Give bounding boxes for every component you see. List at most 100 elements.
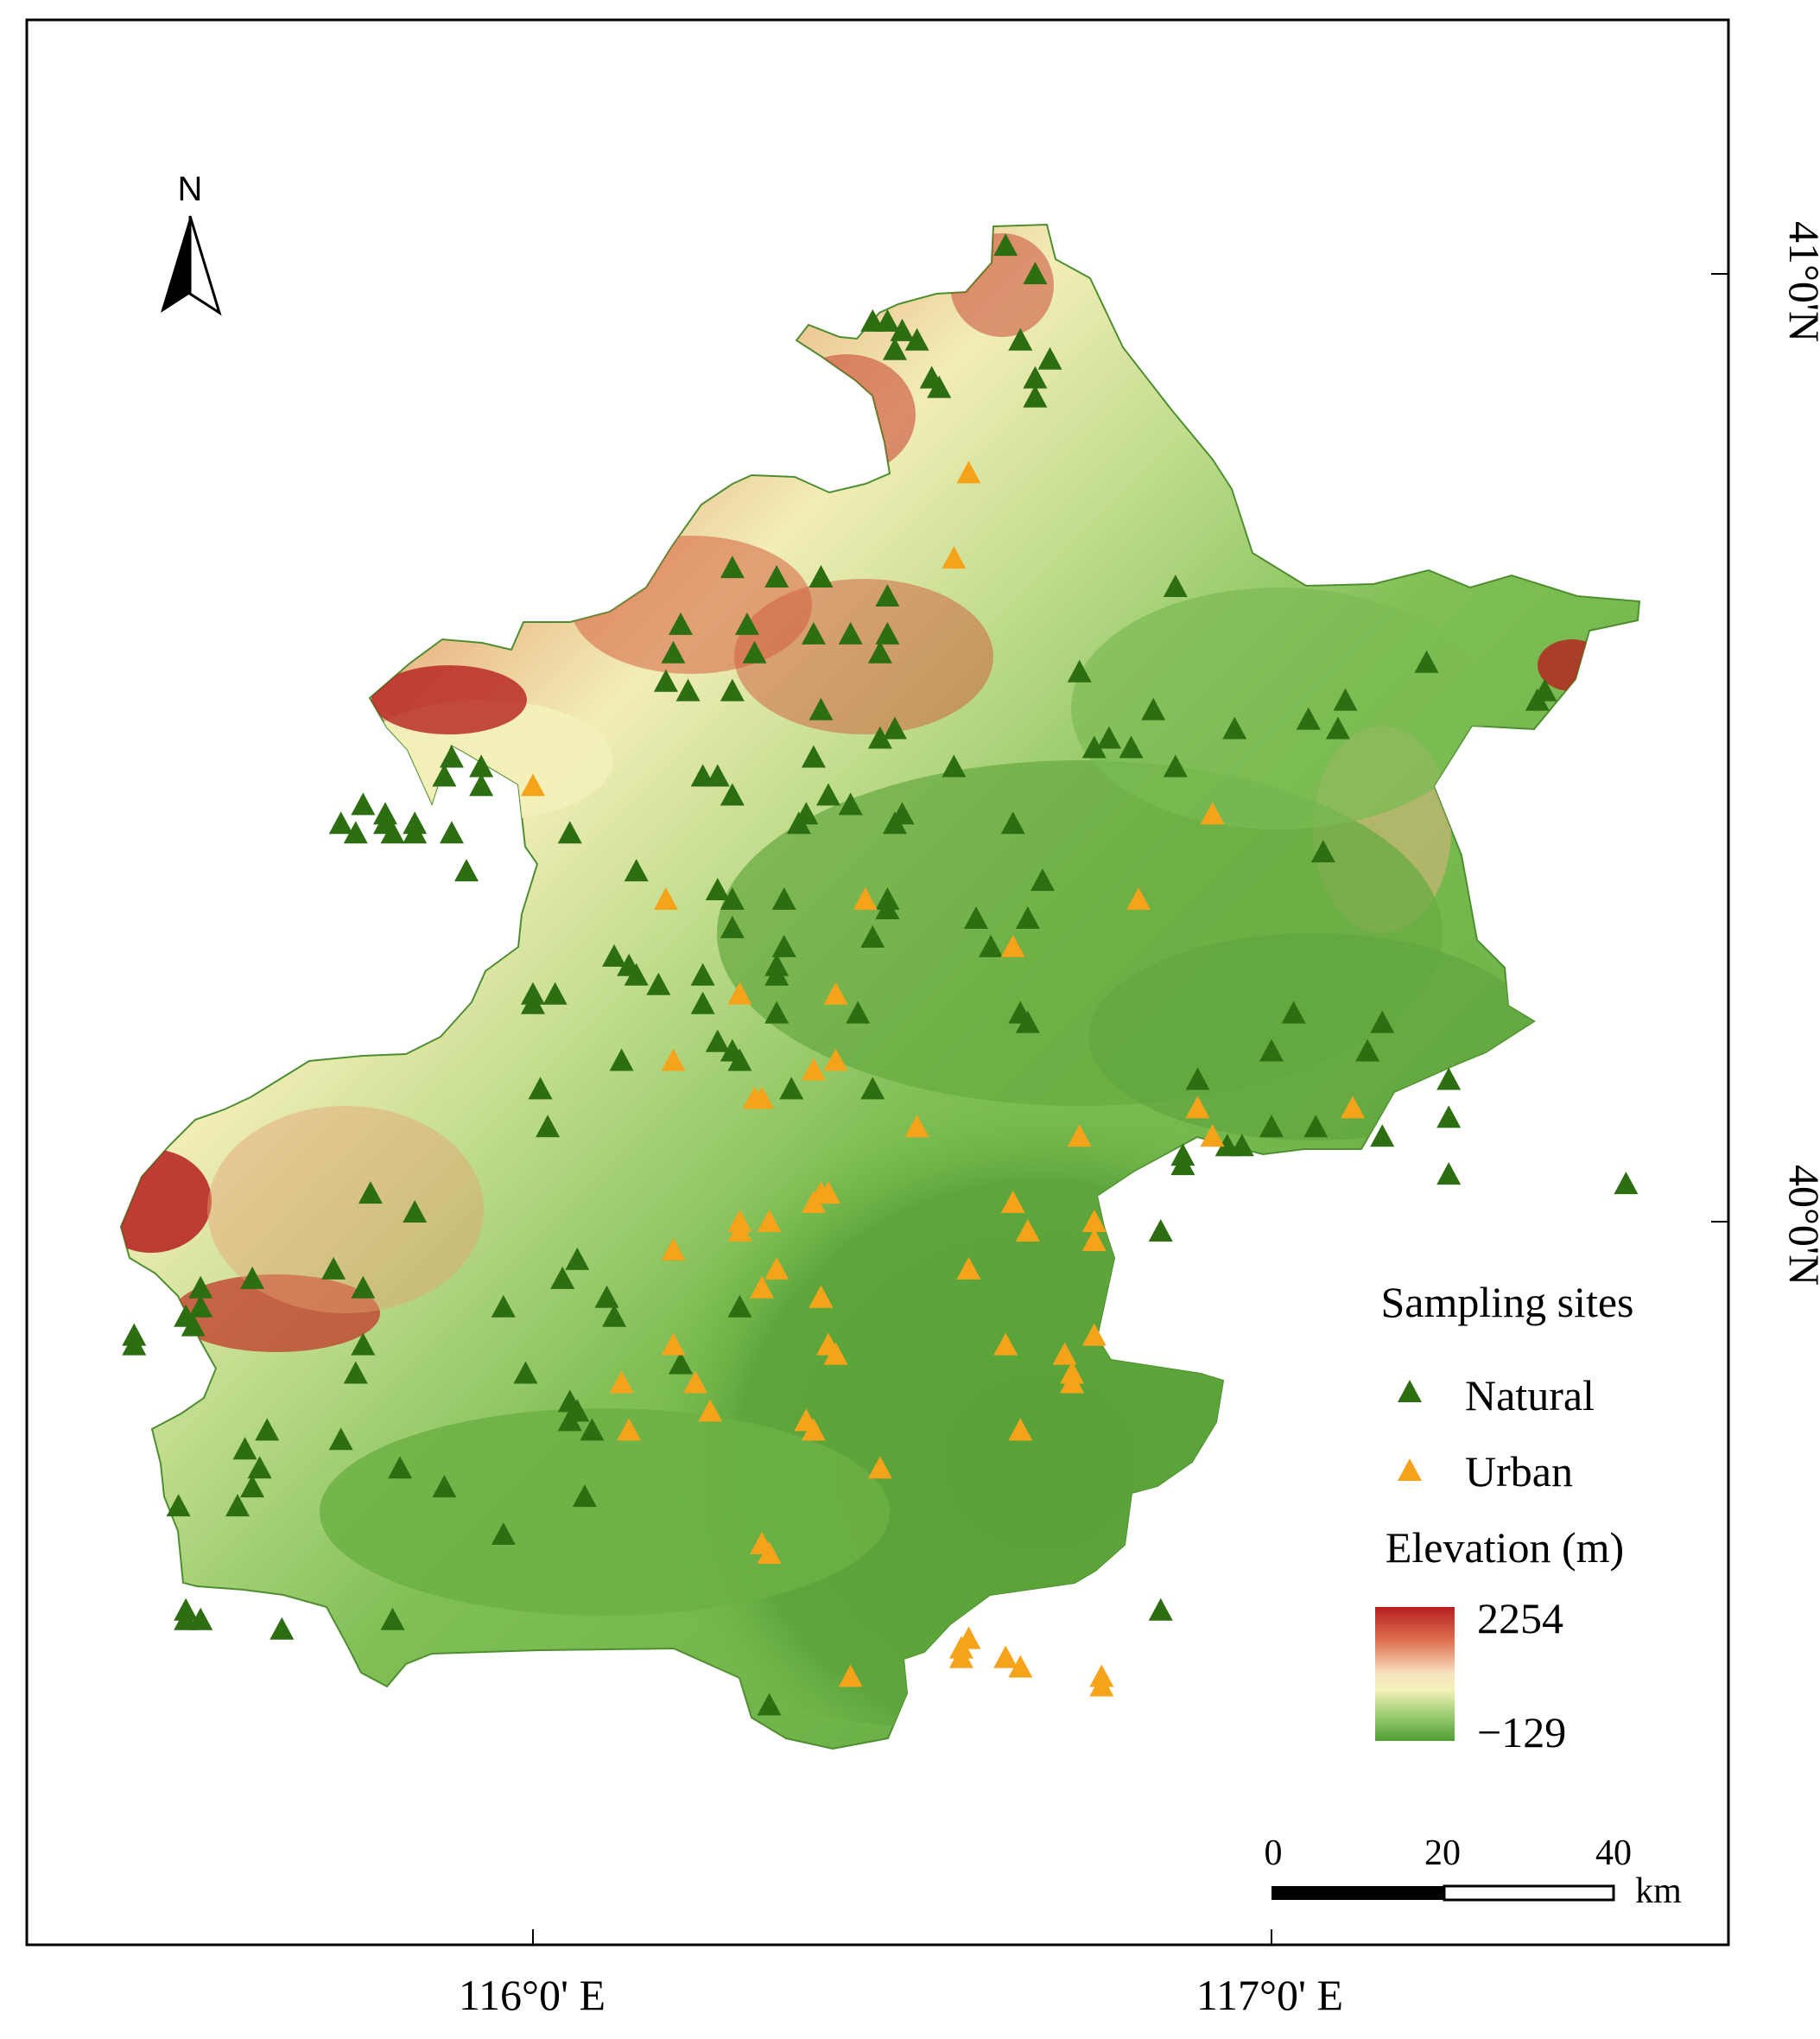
natural-site-point [764,1000,790,1024]
natural-site-point [838,792,863,816]
natural-site-point [1436,1105,1462,1128]
urban-site-point [993,1332,1018,1356]
natural-site-point [1148,1218,1173,1242]
urban-site-point [1081,1323,1107,1346]
urban-site-point [1067,1124,1092,1147]
urban-site-point [1126,887,1151,911]
natural-site-point [764,565,790,588]
natural-site-point [351,792,376,816]
natural-site-point [521,991,545,1014]
scale-bar: 0 20 40 km [1265,1833,1683,1911]
natural-site-point [882,716,907,740]
natural-site-point [1370,1010,1395,1033]
natural-site-point [380,1607,405,1630]
elevation-max-label: 2254 [1477,1594,1563,1642]
natural-site-point [232,1437,257,1460]
natural-site-point [1333,688,1358,711]
natural-site-point [572,1484,597,1508]
urban-site-point [823,1342,848,1365]
natural-site-point [122,1332,147,1356]
urban-site-point [1341,1096,1366,1119]
urban-site-point [801,1058,826,1081]
natural-site-point [646,972,671,995]
natural-site-point [734,612,759,635]
urban-site-point [816,1181,840,1204]
natural-site-point [1303,1115,1329,1138]
x-label-117: 117°0' E [1196,1971,1343,2019]
urban-site-point [1081,1228,1107,1251]
scale-bar-white-segment [1443,1884,1615,1902]
urban-site-point [609,1370,634,1394]
natural-site-point [705,764,730,787]
elevation-min-label: −129 [1477,1708,1566,1756]
natural-site-point [166,1494,191,1517]
natural-site-point [1525,688,1550,711]
legend-elevation-title: Elevation (m) [1386,1523,1624,1572]
natural-site-point [188,1294,213,1318]
natural-site-point [727,1048,752,1071]
urban-site-point [1052,1342,1077,1365]
natural-site-point [890,318,915,341]
natural-site-point [1148,1598,1173,1621]
scale-bar-label-20: 20 [1424,1833,1461,1873]
natural-site-point [809,697,834,721]
urban-site-point [1000,1191,1025,1214]
natural-site-point [594,1285,619,1308]
legend-urban-label: Urban [1465,1447,1573,1496]
natural-site-point [1185,1067,1210,1090]
urban-site-point [661,1332,686,1356]
natural-site-point [675,678,701,702]
legend-natural-symbol [1398,1380,1422,1402]
urban-site-point [993,1645,1018,1668]
natural-site-point [927,375,952,398]
natural-site-point [270,1617,295,1640]
natural-site-point [491,1522,516,1546]
urban-site-point [698,1399,723,1422]
natural-site-point [771,887,796,911]
axis-ticks [532,273,1728,1945]
natural-site-point [1414,650,1439,673]
natural-site-point [764,962,790,986]
natural-site-point [388,1456,413,1479]
natural-site-point [602,943,627,967]
urban-site-point [801,1191,826,1214]
natural-site-point [727,1294,752,1318]
natural-site-point [225,1494,250,1517]
natural-site-point [669,1351,693,1375]
natural-site-point [705,878,730,901]
urban-site-point [1015,1218,1040,1242]
natural-site-point [1119,735,1144,759]
legend: Sampling sites Natural Urban Elevation (… [1375,1278,1634,1756]
urban-site-point [1081,1210,1107,1232]
scale-bar-label-40: 40 [1595,1833,1632,1873]
natural-site-point [351,1275,376,1299]
natural-site-point [882,811,907,835]
urban-site-point [823,981,848,1005]
urban-site-point [1185,1096,1210,1119]
urban-site-point [1089,1674,1114,1697]
natural-site-point [1000,811,1025,835]
natural-site-point [979,934,1004,957]
legend-title: Sampling sites [1380,1278,1633,1326]
natural-site-point [565,1247,590,1270]
urban-site-point [757,1210,782,1232]
urban-site-point [948,1645,973,1668]
urban-site-point [521,773,545,797]
natural-site-point [1436,1162,1462,1185]
natural-site-point [403,821,428,844]
natural-site-point [875,583,900,607]
urban-site-point [801,1418,826,1441]
north-arrow-label: N [178,170,203,208]
natural-site-point [942,754,967,778]
natural-site-point [240,1475,265,1498]
urban-site-point [942,546,967,569]
natural-site-point [1229,1134,1254,1157]
natural-site-point [720,556,745,579]
natural-site-point [343,1361,368,1384]
natural-site-point [867,726,892,749]
natural-site-point [432,1475,457,1498]
urban-site-point [904,1115,929,1138]
urban-site-point [757,1540,782,1564]
natural-site-point [380,821,405,844]
